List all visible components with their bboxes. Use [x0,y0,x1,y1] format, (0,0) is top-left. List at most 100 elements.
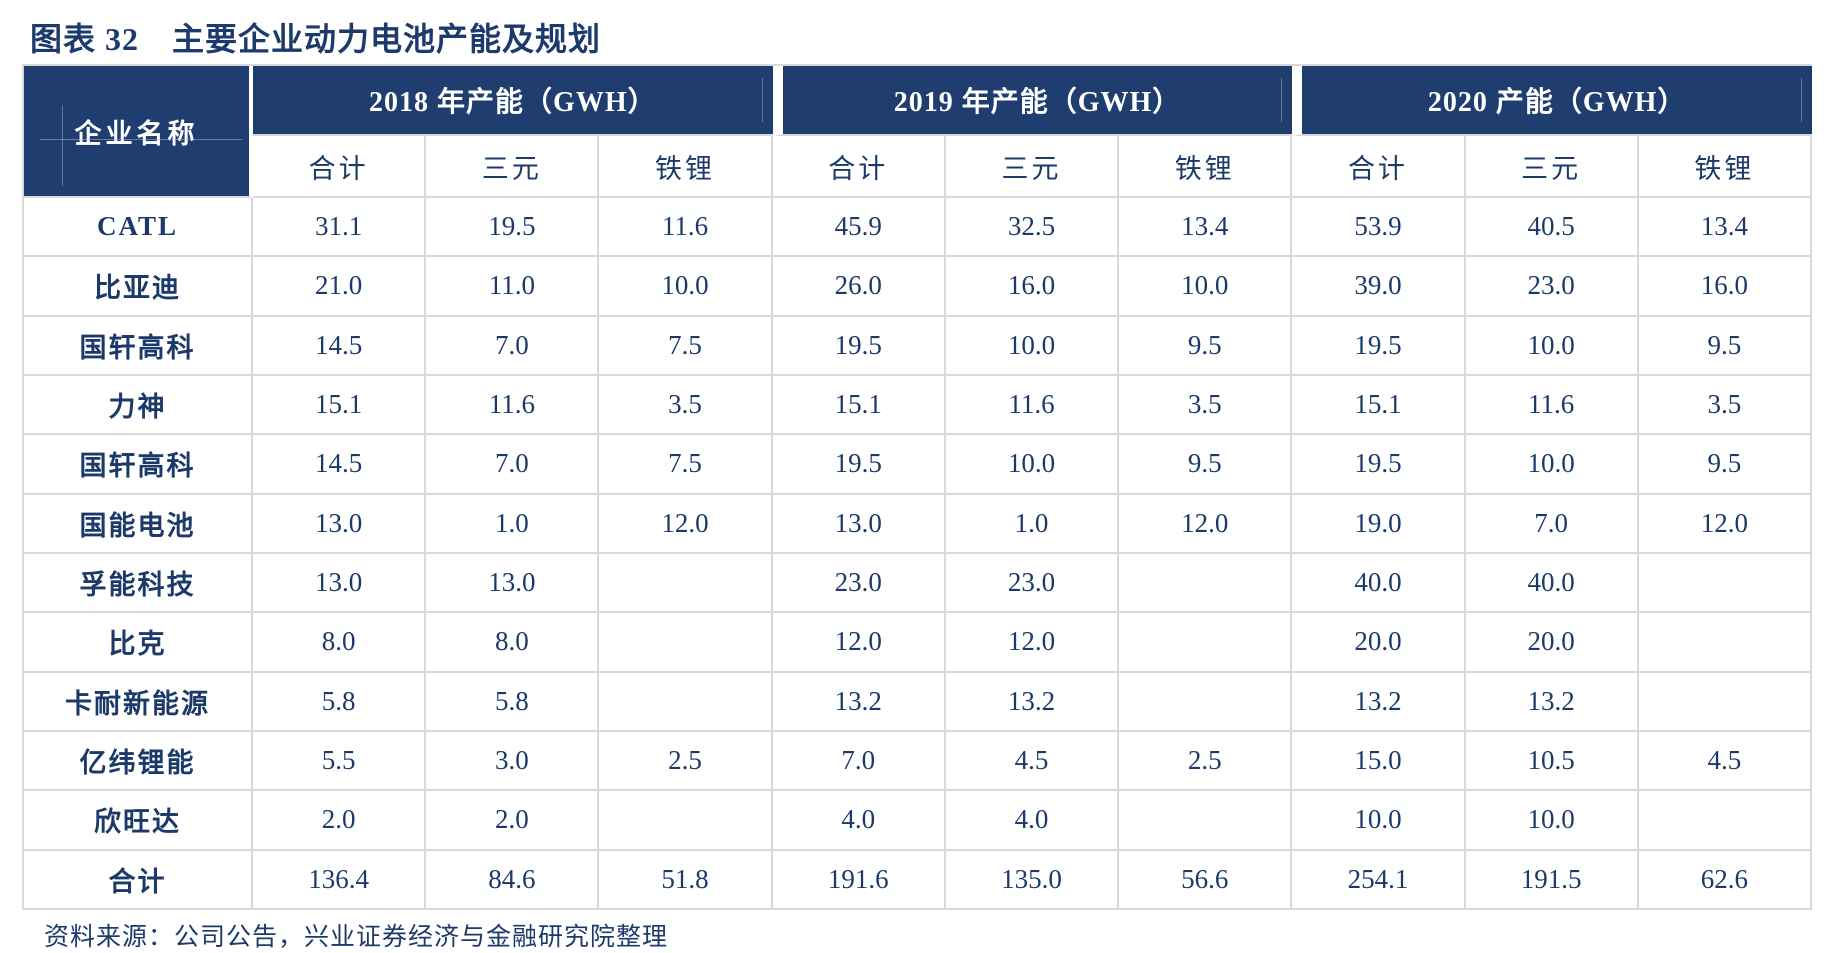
value-cell [1638,672,1812,732]
value-cell: 10.5 [1465,731,1639,792]
value-cell: 3.5 [1638,375,1812,436]
value-cell: 20.0 [1292,613,1466,673]
value-cell: 191.6 [772,850,946,910]
value-cell: 2.5 [599,731,773,792]
value-cell [599,672,773,732]
sub-header-ternary-2018: 三元 [426,136,600,198]
company-name-cell: 国轩高科 [24,316,253,376]
value-cell: 15.1 [772,375,946,436]
value-cell [1638,613,1812,673]
value-cell: 13.2 [1292,672,1466,732]
value-cell: 84.6 [426,850,600,910]
value-cell: 13.0 [426,553,600,614]
sub-header-lfp-2020: 铁锂 [1638,136,1812,198]
value-cell: 10.0 [945,435,1120,495]
value-cell: 19.0 [1292,494,1466,554]
source-footnote: 资料来源：公司公告，兴业证券经济与金融研究院整理 [44,924,669,951]
company-name-cell: 孚能科技 [24,553,253,614]
value-cell: 16.0 [1638,257,1812,317]
value-cell: 12.0 [1119,494,1293,554]
value-cell: 11.6 [599,198,773,258]
value-cell: 12.0 [599,494,773,554]
sub-header-total-2018: 合计 [253,136,427,198]
value-cell: 10.0 [1292,791,1466,851]
value-cell: 14.5 [253,435,427,495]
value-cell: 15.1 [1292,375,1466,436]
value-cell: 7.0 [772,731,946,792]
group-header-2020: 2020 产能（GWH） [1292,66,1812,136]
value-cell: 23.0 [945,553,1120,614]
group-header-2018: 2018 年产能（GWH） [253,66,773,136]
value-cell [1119,672,1293,732]
value-cell: 56.6 [1119,850,1293,910]
value-cell: 2.5 [1119,731,1293,792]
company-name-cell: 卡耐新能源 [24,672,253,732]
sub-header-total-2020: 合计 [1292,136,1466,198]
value-cell: 3.5 [1119,375,1293,436]
value-cell: 20.0 [1465,613,1639,673]
value-cell: 31.1 [253,198,427,258]
value-cell: 136.4 [253,850,427,910]
value-cell: 39.0 [1292,257,1466,317]
sub-header-ternary-2019: 三元 [945,136,1120,198]
value-cell: 62.6 [1638,850,1812,910]
value-cell: 13.4 [1638,198,1812,258]
value-cell: 13.2 [772,672,946,732]
value-cell [1119,791,1293,851]
value-cell: 9.5 [1638,316,1812,376]
company-name-cell: CATL [24,198,253,258]
value-cell [1638,791,1812,851]
value-cell: 15.1 [253,375,427,436]
value-cell: 4.5 [1638,731,1812,792]
value-cell: 8.0 [253,613,427,673]
value-cell: 10.0 [1465,791,1639,851]
sub-header-lfp-2019: 铁锂 [1119,136,1293,198]
company-name-cell: 欣旺达 [24,791,253,851]
value-cell: 7.5 [599,316,773,376]
value-cell: 7.0 [426,435,600,495]
value-cell: 19.5 [772,435,946,495]
value-cell: 19.5 [426,198,600,258]
value-cell: 40.5 [1465,198,1639,258]
company-name-cell: 亿纬锂能 [24,731,253,792]
company-name-cell: 比克 [24,613,253,673]
value-cell: 13.0 [253,553,427,614]
value-cell: 5.8 [253,672,427,732]
value-cell: 12.0 [945,613,1120,673]
value-cell: 5.5 [253,731,427,792]
value-cell: 23.0 [1465,257,1639,317]
value-cell: 8.0 [426,613,600,673]
value-cell: 5.8 [426,672,600,732]
value-cell: 1.0 [945,494,1120,554]
value-cell: 4.5 [945,731,1120,792]
value-cell [1119,553,1293,614]
value-cell: 16.0 [945,257,1120,317]
company-name-cell: 国轩高科 [24,435,253,495]
value-cell: 21.0 [253,257,427,317]
value-cell: 51.8 [599,850,773,910]
value-cell [599,553,773,614]
value-cell: 10.0 [599,257,773,317]
company-name-cell: 比亚迪 [24,257,253,317]
capacity-table: 企业名称 2018 年产能（GWH） 2019 年产能（GWH） 2020 产能… [22,64,1812,910]
value-cell: 45.9 [772,198,946,258]
value-cell: 12.0 [772,613,946,673]
value-cell [599,791,773,851]
value-cell: 135.0 [945,850,1120,910]
sub-header-ternary-2020: 三元 [1465,136,1639,198]
value-cell: 19.5 [1292,435,1466,495]
value-cell: 2.0 [426,791,600,851]
value-cell: 13.2 [1465,672,1639,732]
value-cell: 13.0 [253,494,427,554]
value-cell: 4.0 [772,791,946,851]
value-cell: 9.5 [1119,316,1293,376]
value-cell: 191.5 [1465,850,1639,910]
value-cell: 7.0 [1465,494,1639,554]
value-cell: 11.6 [426,375,600,436]
value-cell: 2.0 [253,791,427,851]
value-cell: 10.0 [1119,257,1293,317]
value-cell: 26.0 [772,257,946,317]
value-cell: 254.1 [1292,850,1466,910]
value-cell: 7.5 [599,435,773,495]
value-cell: 32.5 [945,198,1120,258]
